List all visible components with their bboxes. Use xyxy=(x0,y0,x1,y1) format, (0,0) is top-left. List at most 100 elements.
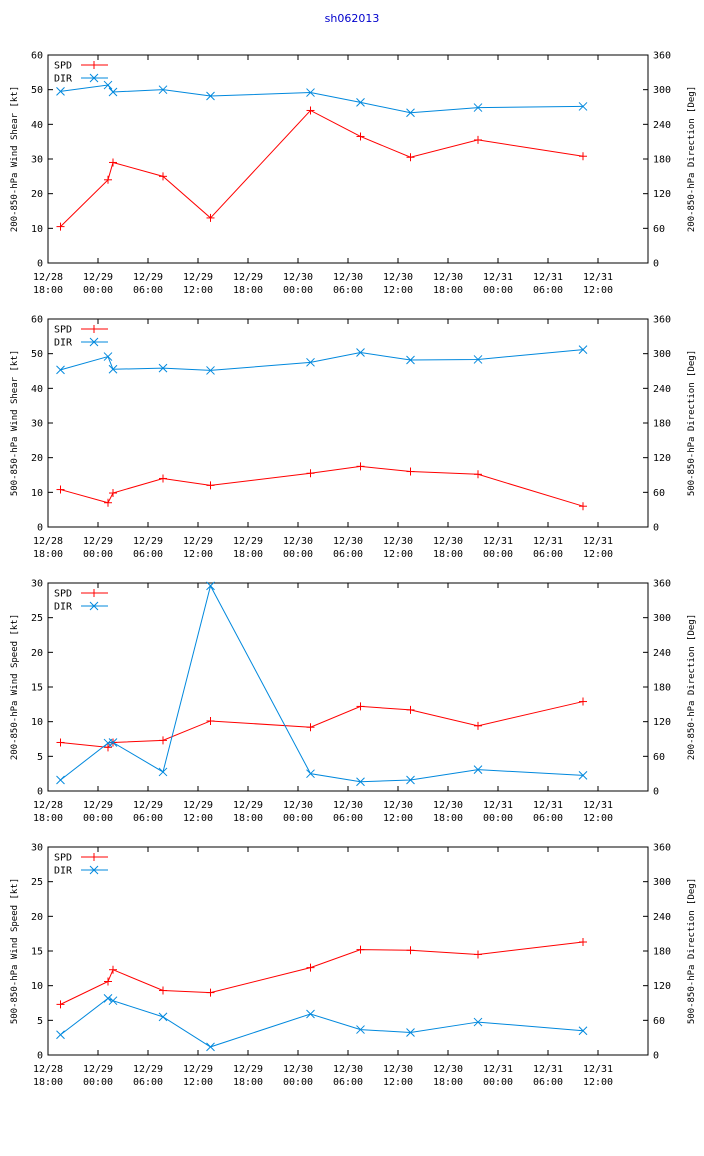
data-point-dir xyxy=(108,996,118,1006)
series-line-spd xyxy=(60,941,584,1005)
y2-tick-label: 60 xyxy=(653,488,665,499)
series-line-spd xyxy=(60,701,584,748)
y2-tick-label: 300 xyxy=(653,349,671,360)
x-tick-label: 06:00 xyxy=(133,1077,163,1088)
x-tick-label: 12/29 xyxy=(233,800,263,811)
y-tick-label: 0 xyxy=(37,259,43,270)
y-tick-label: 15 xyxy=(31,683,43,694)
data-point-spd xyxy=(104,977,112,986)
legend-label: SPD xyxy=(54,853,72,864)
legend-label: SPD xyxy=(54,589,72,600)
data-point-spd xyxy=(109,965,117,974)
x-tick-label: 12/29 xyxy=(183,1064,213,1075)
x-tick-label: 12/28 xyxy=(33,1064,63,1075)
x-tick-label: 00:00 xyxy=(83,813,113,824)
x-tick-label: 00:00 xyxy=(283,813,313,824)
x-tick-label: 06:00 xyxy=(333,285,363,296)
data-point-spd xyxy=(474,721,482,730)
data-point-spd xyxy=(306,106,315,115)
y2-tick-label: 300 xyxy=(653,85,671,96)
data-point-dir xyxy=(158,1012,168,1022)
x-tick-label: 12/30 xyxy=(333,536,363,547)
x-tick-label: 12/30 xyxy=(433,800,463,811)
x-tick-label: 12/30 xyxy=(383,1064,413,1075)
y-tick-label: 0 xyxy=(37,787,43,798)
x-tick-label: 06:00 xyxy=(533,1077,563,1088)
y2-tick-label: 180 xyxy=(653,419,671,430)
data-point-spd xyxy=(206,988,215,997)
data-point-spd xyxy=(356,945,365,954)
x-tick-label: 12/30 xyxy=(333,1064,363,1075)
data-point-spd xyxy=(104,743,112,752)
y-tick-label: 10 xyxy=(31,981,43,992)
y2-axis-label: 200-850-hPa Direction [Deg] xyxy=(687,614,697,760)
x-tick-label: 12/30 xyxy=(383,272,413,283)
x-tick-label: 12/30 xyxy=(283,536,313,547)
data-point-dir xyxy=(356,348,365,357)
x-tick-label: 12/31 xyxy=(533,1064,563,1075)
x-tick-label: 12/30 xyxy=(433,272,463,283)
chart-panel-2: 0 10 20 30 40 50 60 0 60 120 180 240 300 360 12/28 18:0… xyxy=(10,315,697,561)
series-line-dir xyxy=(60,349,584,371)
y2-tick-label: 240 xyxy=(653,384,671,395)
data-point-dir xyxy=(406,1028,415,1037)
data-point-dir xyxy=(108,364,118,374)
x-tick-label: 18:00 xyxy=(233,1077,263,1088)
x-tick-label: 12/31 xyxy=(533,536,563,547)
x-tick-label: 00:00 xyxy=(483,285,513,296)
x-tick-label: 06:00 xyxy=(533,285,563,296)
x-tick-label: 12/29 xyxy=(83,536,113,547)
y-tick-label: 50 xyxy=(31,85,43,96)
x-tick-label: 12:00 xyxy=(583,285,613,296)
legend-label: SPD xyxy=(54,61,72,72)
data-point-spd xyxy=(356,702,365,711)
data-point-dir xyxy=(206,91,215,101)
data-point-dir xyxy=(473,1017,483,1027)
x-tick-label: 12/31 xyxy=(583,536,613,547)
y-axis-label: 500-850-hPa Wind Shear [kt] xyxy=(10,350,20,496)
data-point-spd xyxy=(109,489,117,498)
data-point-spd xyxy=(159,736,167,745)
x-tick-label: 12/30 xyxy=(433,536,463,547)
y-tick-label: 10 xyxy=(31,488,43,499)
x-tick-label: 12/31 xyxy=(583,272,613,283)
y-tick-label: 30 xyxy=(31,419,43,430)
legend-label: DIR xyxy=(54,338,73,349)
y-tick-label: 60 xyxy=(31,51,43,62)
x-tick-label: 18:00 xyxy=(433,1077,463,1088)
chart-panel-1: 0 10 20 30 40 50 60 0 60 120 180 240 300 360 12/28 18:0… xyxy=(10,51,697,297)
data-point-spd xyxy=(579,937,587,946)
data-point-dir xyxy=(356,98,365,107)
y-axis-label: 200-850-hPa Wind Speed [kt] xyxy=(10,614,20,760)
data-point-spd xyxy=(579,697,587,706)
x-tick-label: 00:00 xyxy=(283,549,313,560)
x-tick-label: 12/29 xyxy=(133,800,163,811)
data-point-dir xyxy=(356,1025,365,1034)
data-point-spd xyxy=(56,222,65,231)
data-point-spd xyxy=(406,946,415,955)
x-tick-label: 12/29 xyxy=(133,536,163,547)
y2-tick-label: 120 xyxy=(653,717,671,728)
data-point-spd xyxy=(406,705,415,714)
y-tick-label: 0 xyxy=(37,1051,43,1062)
data-point-spd xyxy=(474,950,482,959)
y-tick-label: 10 xyxy=(31,717,43,728)
x-tick-label: 06:00 xyxy=(133,285,163,296)
legend-dir: DIR xyxy=(54,602,108,613)
x-tick-label: 12/31 xyxy=(483,1064,513,1075)
x-tick-label: 12/30 xyxy=(283,272,313,283)
x-tick-label: 12/30 xyxy=(333,272,363,283)
legend-dir: DIR xyxy=(54,338,108,349)
x-tick-label: 12:00 xyxy=(583,813,613,824)
plot-frame xyxy=(47,582,649,792)
x-tick-label: 12/28 xyxy=(33,800,63,811)
data-point-dir xyxy=(56,87,65,96)
x-tick-label: 18:00 xyxy=(33,1077,63,1088)
x-tick-label: 12/31 xyxy=(533,800,563,811)
x-tick-label: 12/29 xyxy=(233,272,263,283)
data-point-dir xyxy=(206,1042,215,1052)
plot-frame xyxy=(47,54,649,264)
x-tick-label: 12:00 xyxy=(183,549,213,560)
y2-tick-label: 120 xyxy=(653,453,671,464)
